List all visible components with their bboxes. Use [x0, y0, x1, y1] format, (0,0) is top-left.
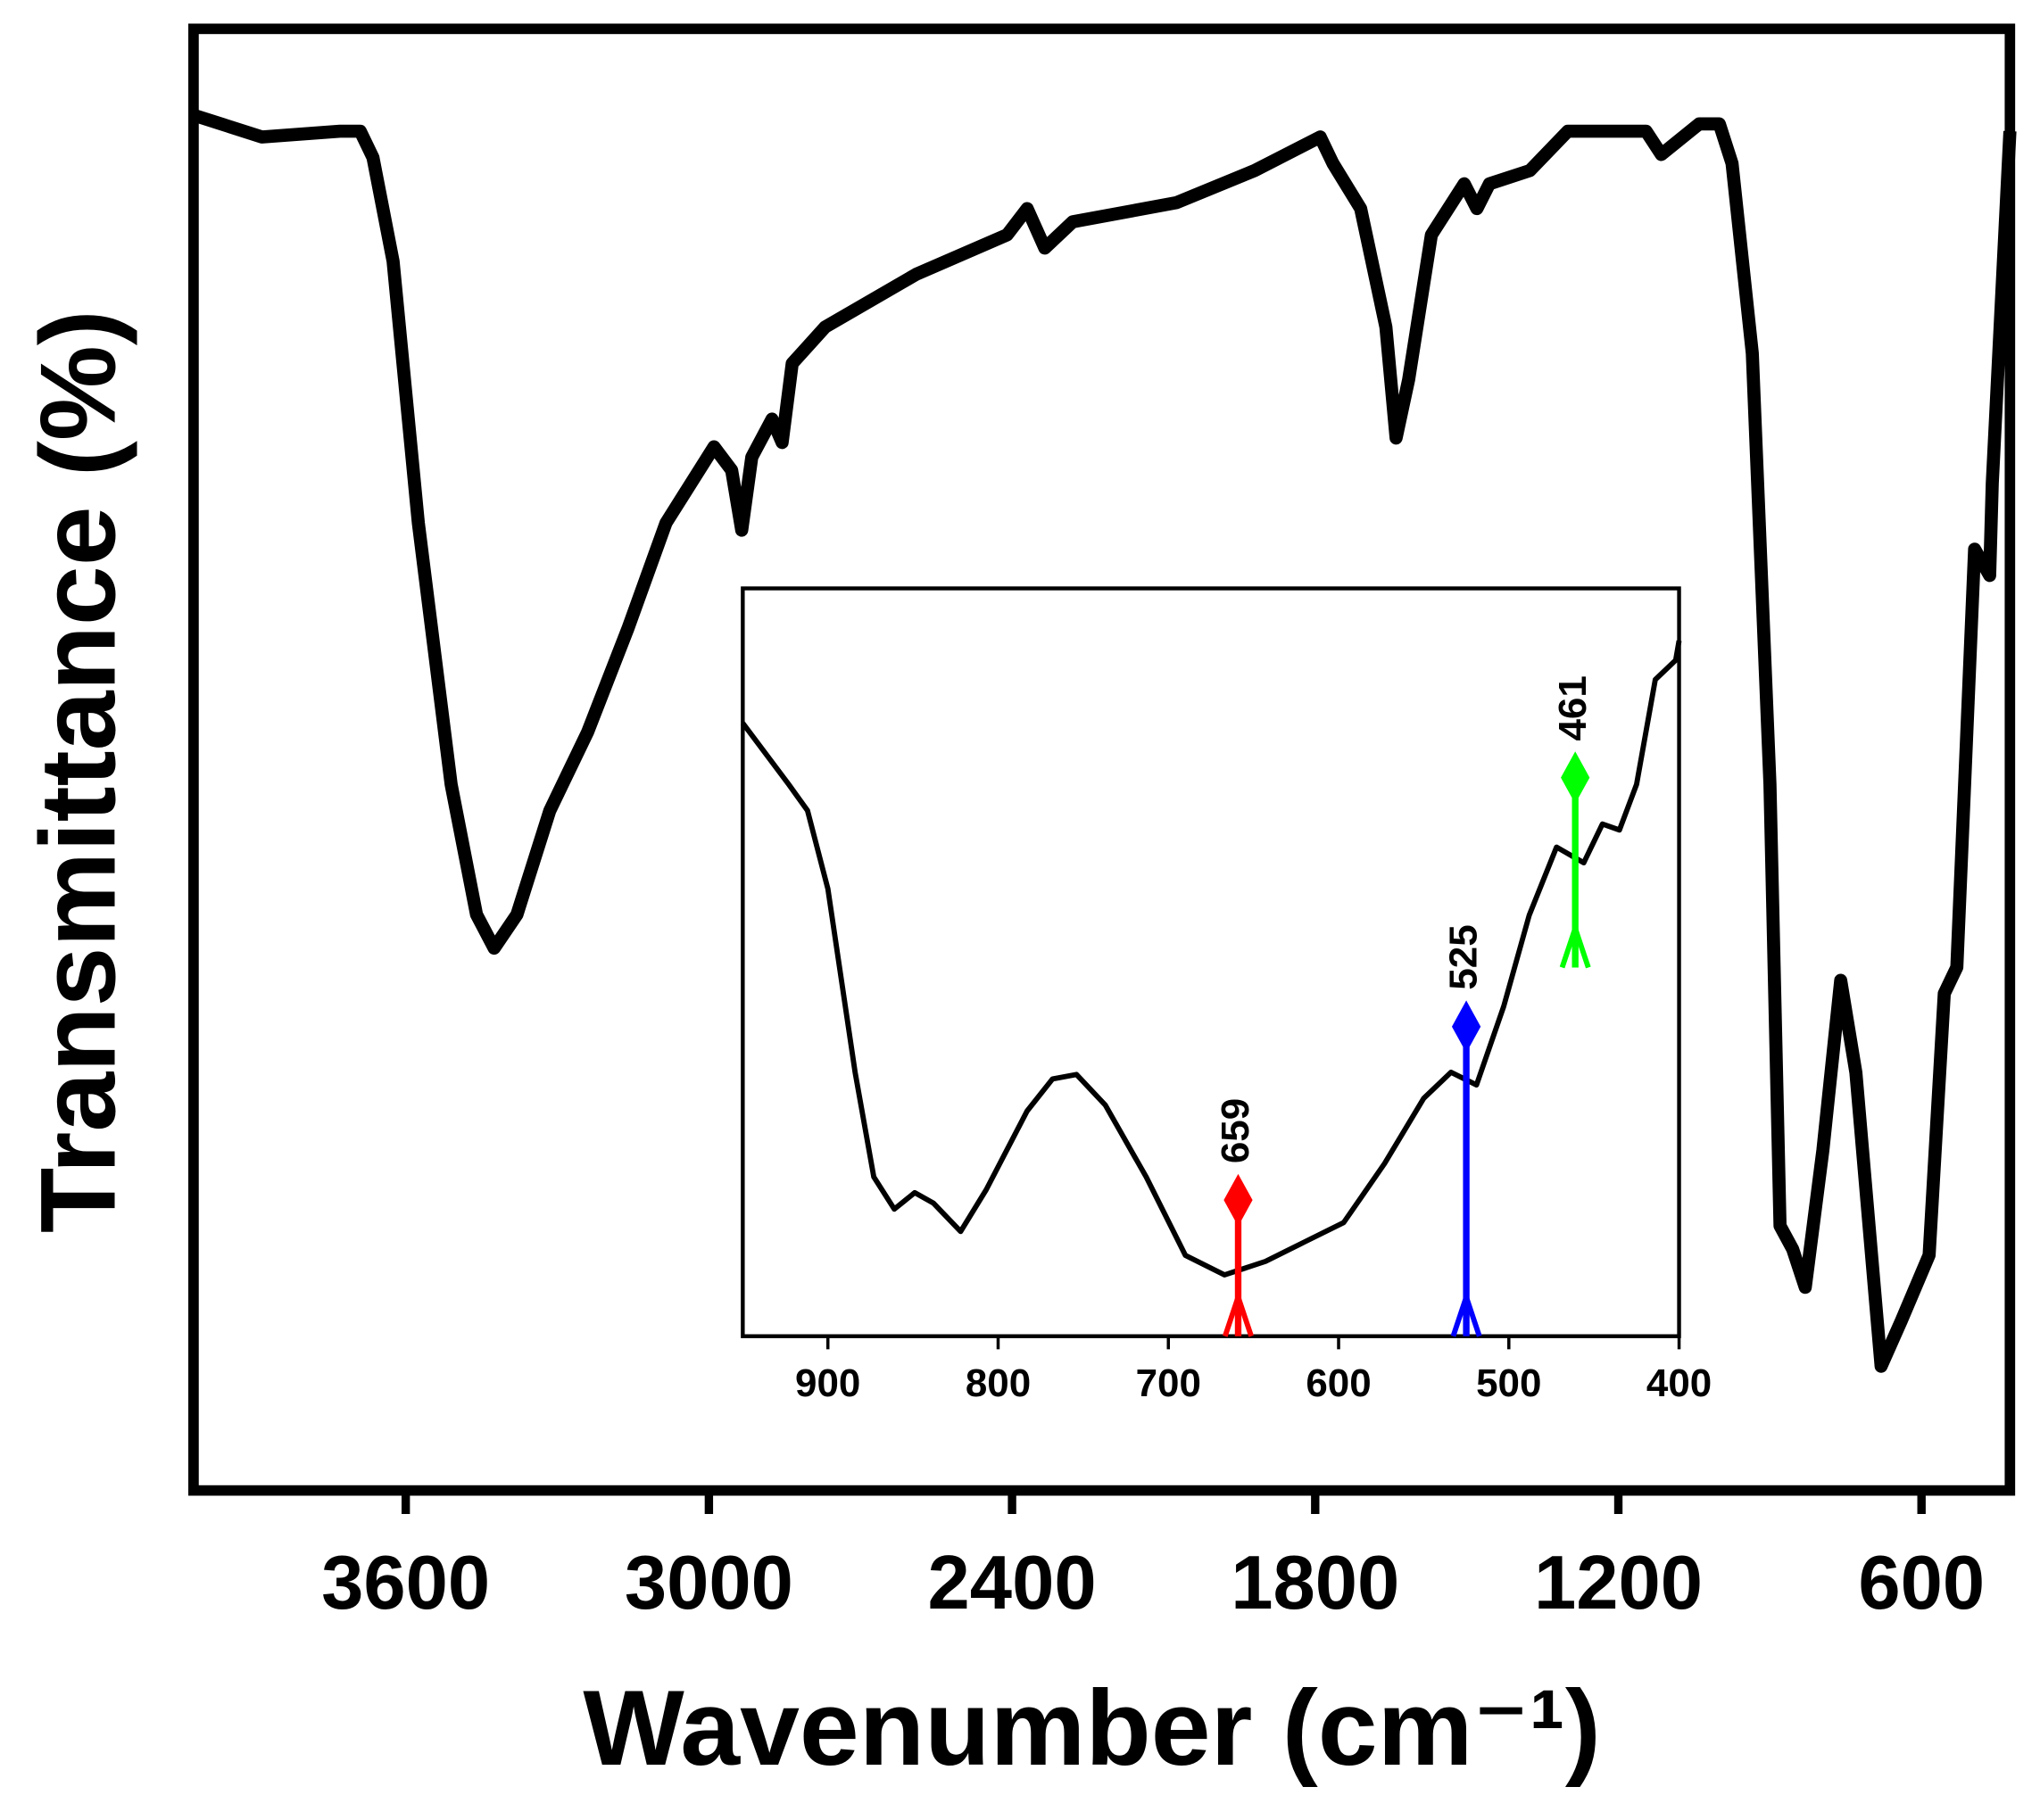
- y-axis-label: Transmittance (%): [18, 310, 137, 1233]
- x-tick-label: 3600: [321, 1541, 490, 1626]
- x-tick-label: 1200: [1534, 1541, 1703, 1626]
- x-tick-label: 2400: [928, 1541, 1097, 1626]
- spectrum-line: [740, 640, 1682, 1278]
- x-tick-label: 600: [1306, 1361, 1371, 1405]
- marker-label: 461: [1551, 675, 1595, 740]
- marker-fork: [1223, 1288, 1254, 1337]
- marker-fork: [1450, 1288, 1482, 1337]
- x-tick-label: 800: [966, 1361, 1031, 1405]
- marker-diamond: [1451, 1000, 1481, 1054]
- marker-diamond: [1561, 751, 1590, 804]
- x-tick-label: 1800: [1231, 1541, 1399, 1626]
- x-tick-label: 600: [1858, 1541, 1985, 1626]
- x-tick-label: 700: [1136, 1361, 1201, 1405]
- x-tick-label: 500: [1476, 1361, 1541, 1405]
- spectrum-line: [191, 109, 2017, 1373]
- marker-label: 659: [1214, 1098, 1257, 1163]
- marker-label: 525: [1442, 924, 1486, 989]
- x-tick-label: 3000: [625, 1541, 793, 1626]
- x-tick-label: 400: [1646, 1361, 1712, 1405]
- x-axis-label: Wavenumber (cm⁻¹): [583, 1668, 1601, 1788]
- plot-frame: [741, 586, 1681, 1338]
- x-tick-label: 900: [795, 1361, 860, 1405]
- marker-fork: [1559, 920, 1591, 969]
